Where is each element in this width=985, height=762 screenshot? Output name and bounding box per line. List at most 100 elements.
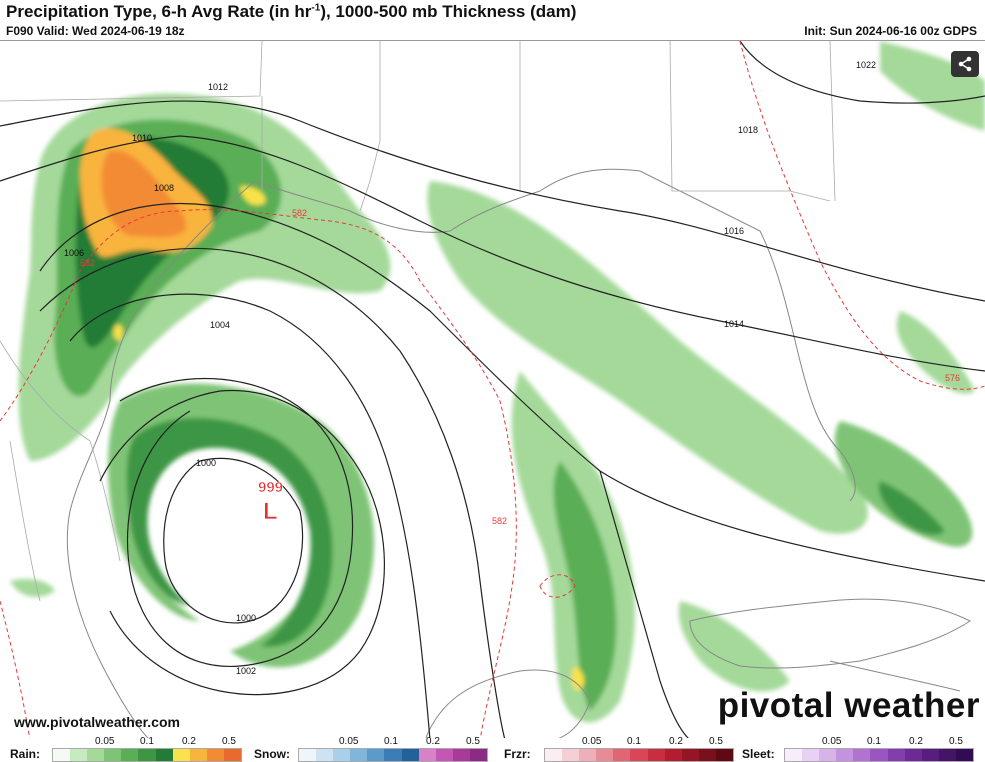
legend-tick: 0.1 [384,736,398,747]
legend-swatch [613,749,631,761]
isobar-label: 1000 [196,458,216,468]
isobar-label: 1012 [208,82,228,92]
legend-colorbar [298,748,488,762]
legend-swatch [681,749,699,761]
legend-swatch [630,749,648,761]
legend-swatch [350,749,368,761]
low-symbol: L [263,498,278,525]
legend-swatch [853,749,871,761]
low-pressure-value: 999 [258,479,283,496]
legend-tick: 0.5 [466,736,480,747]
legend-swatch [664,749,682,761]
weather-map[interactable]: 1012 1010 1008 1006 1004 1000 1000 1002 … [0,40,985,741]
legend-swatch [206,749,224,761]
isobar-label: 1004 [210,320,230,330]
legend-swatch [316,749,334,761]
low-pressure-center: 999 L [258,479,284,526]
isobar-label: 1022 [856,60,876,70]
chart-title: Precipitation Type, 6-h Avg Rate (in hr-… [6,2,577,21]
legend-swatch [121,749,139,761]
legend-swatch [155,749,173,761]
legend-tick: 0.5 [709,736,723,747]
legend-swatch [299,749,317,761]
thickness-label: 582 [492,516,507,526]
isobar-label: 1008 [154,183,174,193]
legend-swatch [70,749,88,761]
share-icon [958,56,972,72]
legend-colorbar [52,748,242,762]
legend-tick: 0.05 [822,736,842,747]
legend-swatch [87,749,105,761]
legend-tick: 0.1 [627,736,641,747]
legend: Rain: 0.05 0.1 0.2 0.5 Snow: 0.05 0.1 0.… [0,736,985,762]
legend-tick: 0.5 [949,736,963,747]
legend-swatch [545,749,563,761]
legend-tick: 0.2 [426,736,440,747]
legend-title: Snow: [254,747,290,761]
legend-tick: 0.1 [867,736,881,747]
legend-swatch [938,749,956,761]
init-time: Init: Sun 2024-06-16 00z GDPS [804,24,977,38]
share-button[interactable] [951,51,979,77]
legend-swatch [189,749,207,761]
legend-swatch [836,749,854,761]
legend-swatch [785,749,803,761]
legend-swatch [333,749,351,761]
isobar-label: 1002 [236,666,256,676]
legend-swatch [435,749,453,761]
thickness-label: 582 [80,258,95,268]
isobar-label: 1010 [132,133,152,143]
legend-swatch [418,749,436,761]
legend-tick: 0.05 [582,736,602,747]
isobar-label: 1000 [236,613,256,623]
legend-swatch [452,749,470,761]
coastlines [66,168,971,740]
legend-swatch [647,749,665,761]
legend-swatch [715,749,734,761]
legend-swatch [384,749,402,761]
legend-tick: 0.1 [140,736,154,747]
legend-tick: 0.2 [182,736,196,747]
legend-tick: 0.2 [669,736,683,747]
thickness-lines [0,41,985,740]
legend-swatch [698,749,716,761]
legend-swatch [819,749,837,761]
brand-logo: pivotal weather [717,686,980,725]
legend-swatch [53,749,71,761]
state-borders [0,41,836,602]
legend-swatch [172,749,190,761]
legend-swatch [223,749,242,761]
legend-swatch [870,749,888,761]
legend-swatch [887,749,905,761]
isobar-label: 1016 [724,226,744,236]
legend-title: Frzr: [504,747,531,761]
legend-swatch [469,749,488,761]
isobar-label: 1018 [738,125,758,135]
isobar-label-group: 1012 1010 1008 1006 1004 1000 1000 1002 … [64,60,876,676]
legend-colorbar [784,748,974,762]
site-url[interactable]: www.pivotalweather.com [14,714,180,730]
legend-swatch [579,749,597,761]
legend-swatch [955,749,974,761]
legend-swatch [401,749,419,761]
map-canvas: 1012 1010 1008 1006 1004 1000 1000 1002 … [0,41,985,740]
legend-swatch [802,749,820,761]
legend-swatch [921,749,939,761]
legend-tick: 0.05 [95,736,115,747]
isobar-label: 1014 [724,319,744,329]
legend-tick: 0.2 [909,736,923,747]
legend-title: Sleet: [742,747,775,761]
precip-shading [10,41,985,723]
legend-tick: 0.05 [339,736,359,747]
thickness-label-group: 582 582 582 576 [80,208,960,526]
legend-swatch [138,749,156,761]
legend-swatch [104,749,122,761]
legend-title: Rain: [10,747,40,761]
legend-colorbar [544,748,734,762]
legend-swatch [367,749,385,761]
valid-time: F090 Valid: Wed 2024-06-19 18z [6,24,185,38]
legend-swatch [904,749,922,761]
isobar-label: 1006 [64,248,84,258]
thickness-label: 582 [292,208,307,218]
thickness-label: 576 [945,373,960,383]
